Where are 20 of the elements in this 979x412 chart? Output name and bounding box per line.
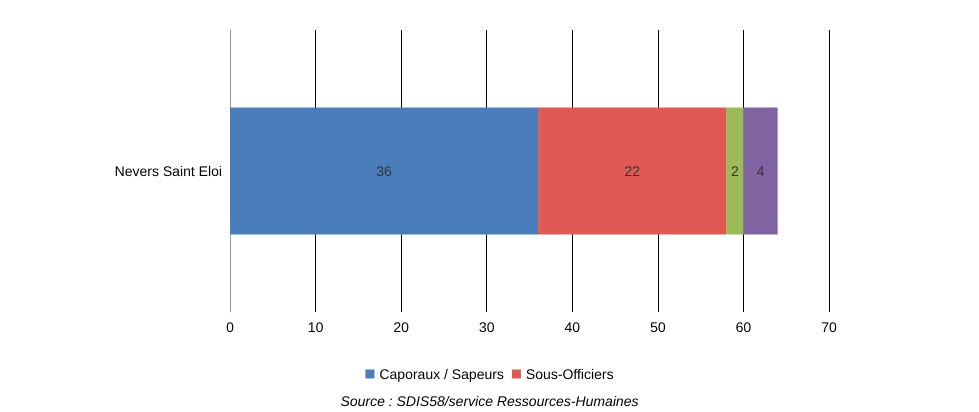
x-tick-label: 50	[650, 319, 666, 335]
bar	[538, 108, 726, 234]
x-tick-label: 30	[478, 319, 495, 335]
legend-label: Sous-Officiers	[526, 366, 614, 382]
source-note: Source : SDIS58/service Ressources-Humaines	[340, 393, 639, 409]
x-tick-label: 0	[226, 319, 234, 335]
bar	[743, 108, 778, 234]
x-tick-label: 70	[821, 319, 837, 335]
data-label: 4	[756, 163, 765, 179]
y-tick-label: Nevers Saint Eloi	[114, 163, 222, 179]
bar	[726, 108, 744, 234]
x-tick-label: 10	[308, 319, 324, 335]
x-tick-label: 40	[564, 319, 580, 335]
data-label: 36	[376, 163, 392, 179]
bar	[230, 108, 538, 234]
data-label: 2	[730, 163, 739, 179]
x-tick-label: 20	[393, 319, 410, 335]
x-tick-label: 60	[736, 319, 752, 335]
data-label: 22	[624, 163, 640, 179]
legend-label: Caporaux / Sapeurs	[379, 366, 504, 382]
